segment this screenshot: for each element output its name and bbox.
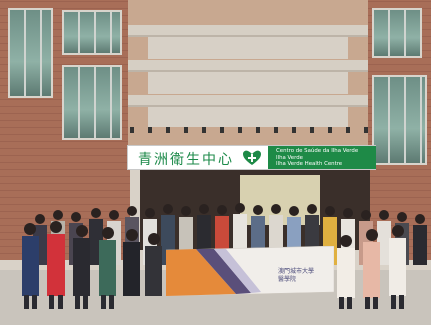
- front-row-heads: [24, 221, 404, 247]
- legs: [24, 295, 404, 309]
- front-row-bodies: [22, 234, 406, 298]
- left-window-upper: [8, 8, 53, 98]
- recess-lower: [148, 107, 348, 127]
- banner-university-name: 澳門城市大學: [278, 268, 315, 275]
- balcony-lower: [128, 95, 368, 107]
- recess-middle: [148, 72, 348, 94]
- balcony-middle: [128, 60, 368, 72]
- sign-chinese-name: 青洲衛生中心: [138, 152, 234, 168]
- right-window-upper: [372, 8, 422, 58]
- right-window-lower: [372, 75, 427, 165]
- health-centre-signboard: 青洲衛生中心 Centro de Saúde da Ilha Verde Ilh…: [127, 145, 376, 170]
- recess-top: [148, 37, 348, 59]
- sign-green-panel: Centro de Saúde da Ilha Verde Ilha Verde…: [268, 146, 376, 169]
- ceiling-lamps: [130, 127, 370, 133]
- banner-graphic: [165, 245, 335, 297]
- left-window-lower: [62, 65, 122, 140]
- balcony-top: [128, 25, 368, 37]
- left-window-middle: [62, 10, 122, 55]
- back-row-heads: [35, 203, 425, 224]
- banner-faculty-name: 醫學院: [278, 276, 297, 283]
- sign-portuguese-line1: Centro de Saúde da Ilha Verde: [276, 148, 359, 154]
- university-banner: 澳門城市大學 醫學院: [165, 245, 335, 297]
- sign-portuguese-line2: Ilha Verde: [276, 154, 303, 161]
- sign-english-line: Ilha Verde Health Centre: [276, 161, 343, 167]
- health-centre-logo-icon: [243, 150, 261, 165]
